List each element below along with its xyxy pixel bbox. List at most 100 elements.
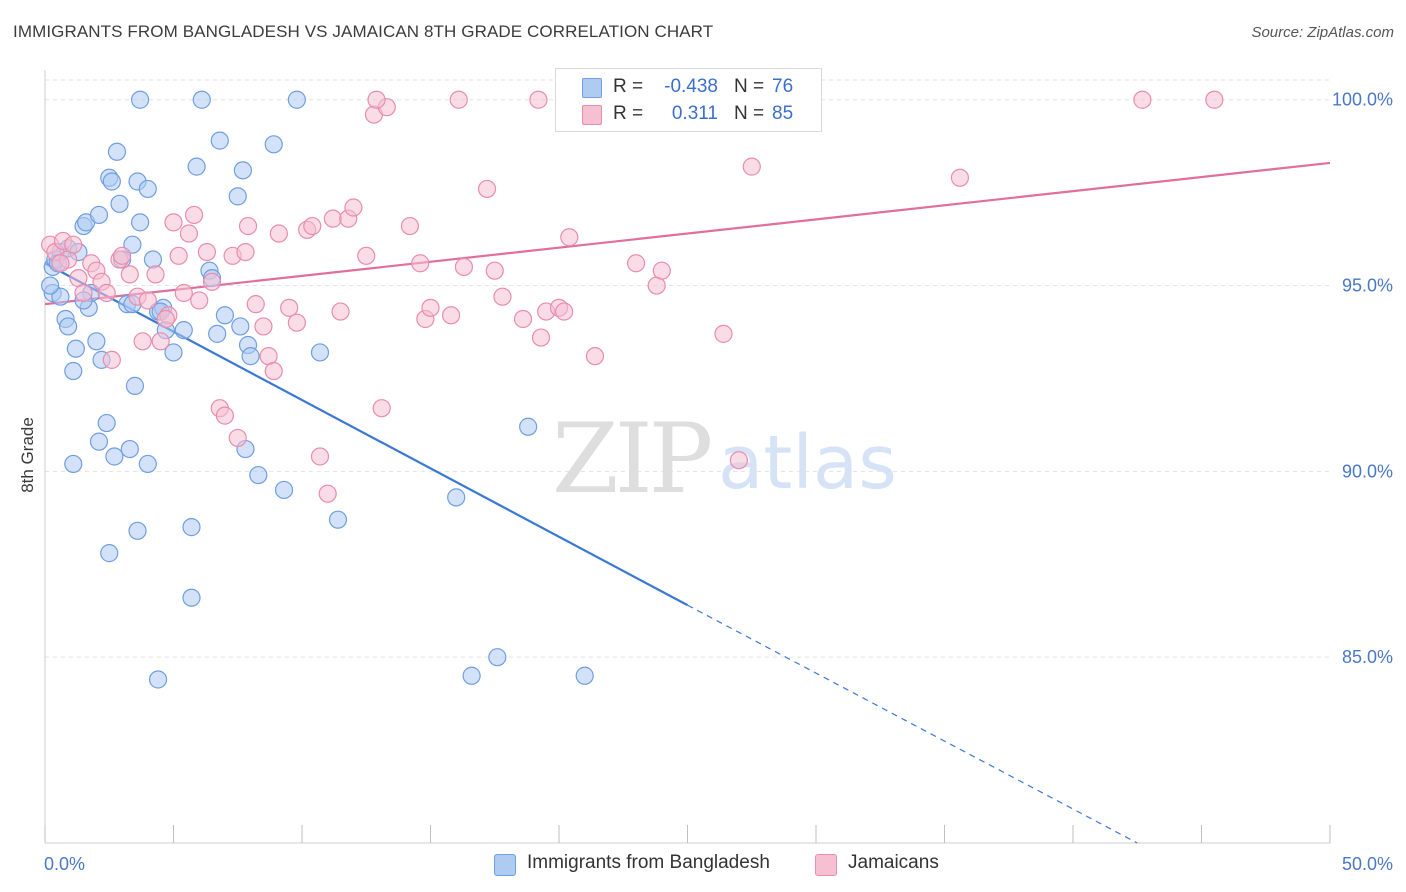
data-point: [575, 666, 594, 685]
data-point: [123, 235, 142, 254]
data-point: [585, 347, 605, 366]
bottom-legend-swatch-bangladesh: [494, 854, 516, 876]
trend-line-bangladesh: [44, 262, 689, 607]
y-tick-label: 100.0%: [1332, 90, 1393, 110]
data-point: [531, 328, 551, 347]
data-point: [274, 480, 294, 500]
data-point: [372, 399, 391, 418]
data-point: [66, 339, 85, 358]
data-point: [208, 324, 227, 343]
data-point: [51, 287, 70, 306]
data-point: [190, 291, 209, 310]
data-point: [169, 246, 188, 265]
data-point: [102, 350, 121, 369]
data-point: [477, 179, 497, 199]
data-point: [652, 261, 671, 280]
source-credit: Source: ZipAtlas.com: [1251, 24, 1394, 41]
chart-title: IMMIGRANTS FROM BANGLADESH VS JAMAICAN 8…: [13, 22, 714, 41]
data-point: [164, 213, 183, 232]
x-tick-label: 50.0%: [1342, 854, 1393, 874]
data-point: [192, 90, 211, 109]
data-point: [156, 309, 175, 329]
data-point: [529, 90, 548, 109]
data-point: [249, 465, 268, 485]
data-point: [182, 588, 201, 607]
series-jamaicans: [41, 90, 1224, 503]
data-point: [264, 135, 283, 154]
data-point: [626, 254, 646, 273]
data-point: [174, 283, 193, 303]
legend-row-bangladesh: R = -0.438 N = 76: [556, 75, 821, 101]
data-point: [151, 332, 170, 351]
data-point: [714, 324, 733, 343]
data-point: [411, 254, 430, 273]
data-point: [51, 254, 70, 273]
data-point: [89, 432, 109, 451]
data-point: [328, 510, 348, 529]
data-point: [130, 90, 150, 109]
data-point: [488, 648, 507, 667]
data-point: [228, 187, 247, 206]
data-point: [449, 90, 468, 109]
axes: [44, 70, 1331, 844]
legend-swatch-bangladesh: [582, 78, 602, 98]
data-point: [130, 213, 150, 232]
trend-lines: [44, 161, 1331, 844]
data-point: [742, 157, 761, 176]
tick-labels: 85.0% 90.0% 95.0% 100.0% 0.0% 50.0%: [44, 90, 1393, 874]
data-point: [264, 361, 283, 381]
legend-r-value: 0.311: [671, 103, 718, 124]
data-point: [97, 413, 116, 433]
data-point: [184, 205, 204, 225]
data-point: [485, 261, 504, 280]
bottom-legend-label: Jamaicans: [848, 852, 939, 873]
legend-r-label: R =: [613, 76, 644, 97]
data-point: [210, 131, 229, 150]
legend-n-label: N =: [734, 103, 765, 124]
data-point: [64, 361, 83, 381]
data-point: [89, 205, 109, 225]
data-point: [287, 90, 306, 109]
data-point: [560, 228, 579, 247]
legend-box: R = -0.438 N = 76 R = 0.311 N = 85: [555, 68, 822, 132]
data-point: [64, 454, 83, 474]
data-point: [110, 194, 129, 213]
data-point: [331, 302, 350, 321]
watermark-atlas: atlas: [718, 420, 897, 506]
data-point: [454, 257, 474, 277]
data-point: [120, 439, 139, 459]
data-point: [344, 198, 363, 217]
data-point: [228, 428, 247, 448]
data-point: [421, 298, 440, 317]
data-point: [215, 406, 234, 425]
data-point: [241, 347, 260, 366]
legend-swatch-jamaicans: [582, 105, 602, 125]
data-point: [59, 317, 78, 336]
data-point: [133, 332, 152, 351]
data-point: [447, 488, 466, 507]
data-point: [179, 224, 199, 243]
legend-n-value: 76: [772, 76, 794, 97]
data-point: [120, 265, 139, 284]
data-point: [112, 246, 132, 265]
data-point: [233, 161, 252, 180]
data-point: [138, 454, 157, 474]
data-point: [238, 216, 258, 236]
data-point: [318, 484, 337, 503]
data-point: [303, 216, 322, 236]
data-point: [513, 309, 533, 329]
legend-n-value: 85: [772, 103, 794, 124]
data-point: [462, 666, 481, 685]
bottom-legend-swatch-jamaicans: [815, 854, 837, 876]
data-point: [269, 224, 288, 243]
data-point: [950, 168, 970, 187]
legend-n-label: N =: [734, 76, 765, 97]
y-tick-label: 95.0%: [1342, 276, 1393, 296]
data-point: [231, 317, 250, 336]
data-point: [493, 287, 512, 306]
y-tick-label: 90.0%: [1342, 461, 1393, 481]
watermark: ZIP atlas: [552, 403, 897, 515]
data-point: [729, 451, 749, 470]
legend-row-jamaicans: R = 0.311 N = 85: [556, 102, 821, 128]
